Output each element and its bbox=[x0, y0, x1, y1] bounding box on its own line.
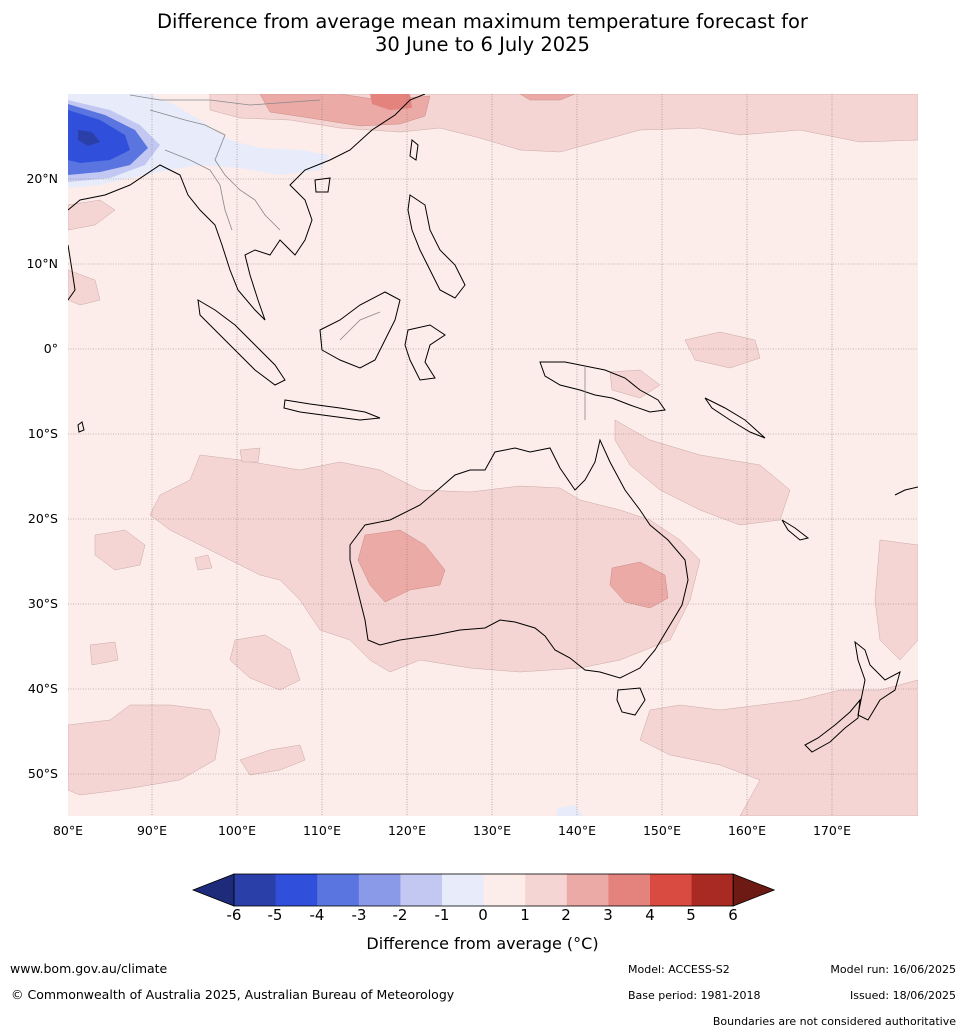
colorbar-tick: 6 bbox=[728, 906, 738, 924]
negative-anomaly-regions bbox=[68, 94, 583, 816]
lat-label: 10°N bbox=[26, 256, 58, 271]
base-period: Base period: 1981-2018 bbox=[628, 989, 761, 1002]
lat-label: 50°S bbox=[27, 766, 58, 781]
colorbar-tick: -4 bbox=[309, 906, 325, 924]
lat-label: 30°S bbox=[27, 596, 58, 611]
colorbar-extend-high bbox=[732, 873, 776, 907]
colorbar-segment bbox=[317, 874, 360, 906]
lon-label: 160°E bbox=[727, 823, 766, 838]
map-gridlines bbox=[68, 94, 918, 816]
new-caledonia-coast bbox=[781, 519, 810, 541]
lon-label: 140°E bbox=[557, 823, 596, 838]
lat-label: 20°N bbox=[26, 171, 58, 186]
model-run-date: Model run: 16/06/2025 bbox=[830, 963, 956, 976]
solomon-islands-coast bbox=[704, 397, 766, 439]
colorbar-tick: -2 bbox=[392, 906, 408, 924]
colorbar-segment bbox=[566, 874, 609, 906]
lon-label: 150°E bbox=[642, 823, 681, 838]
title-line-2: 30 June to 6 July 2025 bbox=[375, 33, 590, 56]
australia-coast bbox=[349, 438, 689, 679]
new-zealand-north-coast bbox=[854, 640, 901, 721]
mainland-asia-coast bbox=[68, 94, 426, 321]
java-coast bbox=[283, 399, 381, 421]
lat-label: 40°S bbox=[27, 681, 58, 696]
new-guinea-coast bbox=[539, 361, 666, 413]
model-name: Model: ACCESS-S2 bbox=[628, 963, 730, 976]
colorbar-extend-low bbox=[191, 873, 235, 907]
colorbar-segment bbox=[691, 874, 734, 906]
philippines-coast bbox=[407, 194, 466, 299]
colorbar-tick: -5 bbox=[267, 906, 283, 924]
taiwan-coast bbox=[409, 139, 419, 161]
colorbar-segment bbox=[400, 874, 443, 906]
colorbar-segment bbox=[650, 874, 693, 906]
colorbar-tick: -1 bbox=[434, 906, 450, 924]
colorbar-segment bbox=[483, 874, 526, 906]
colorbar-tick: 4 bbox=[645, 906, 655, 924]
colorbar-segment bbox=[358, 874, 401, 906]
sri-lanka-coast bbox=[77, 421, 85, 433]
national-borders bbox=[129, 94, 586, 420]
fiji-coast bbox=[894, 486, 918, 496]
colorbar-tick: -3 bbox=[351, 906, 367, 924]
india-coast bbox=[68, 244, 76, 301]
hainan-coast bbox=[314, 177, 331, 193]
colorbar-tick: 0 bbox=[478, 906, 488, 924]
colorbar-segment bbox=[442, 874, 485, 906]
lon-label: 80°E bbox=[52, 823, 84, 838]
colorbar-segment bbox=[234, 874, 277, 906]
lon-label: 130°E bbox=[472, 823, 511, 838]
lon-label: 120°E bbox=[387, 823, 426, 838]
colorbar-tick: 3 bbox=[603, 906, 613, 924]
map-title: Difference from average mean maximum tem… bbox=[0, 10, 965, 56]
colorbar-tick: 5 bbox=[686, 906, 696, 924]
lat-label: 0° bbox=[43, 341, 58, 356]
boundaries-disclaimer: Boundaries are not considered authoritat… bbox=[712, 1015, 956, 1028]
borneo-coast bbox=[319, 291, 401, 369]
sumatra-coast bbox=[197, 299, 286, 386]
website-link[interactable]: www.bom.gov.au/climate bbox=[10, 961, 168, 976]
lat-label: 10°S bbox=[27, 426, 58, 441]
colorbar-segment bbox=[275, 874, 318, 906]
tasmania-coast bbox=[616, 687, 646, 716]
colorbar-segment bbox=[525, 874, 568, 906]
new-zealand-south-coast bbox=[804, 698, 861, 753]
issued-date: Issued: 18/06/2025 bbox=[849, 989, 956, 1002]
lat-label: 20°S bbox=[27, 511, 58, 526]
lon-label: 170°E bbox=[812, 823, 851, 838]
coastlines bbox=[68, 94, 918, 753]
colorbar-tick: -6 bbox=[226, 906, 242, 924]
colorbar-tick: 1 bbox=[520, 906, 530, 924]
copyright-text: © Commonwealth of Australia 2025, Austra… bbox=[11, 987, 455, 1002]
lon-label: 90°E bbox=[136, 823, 168, 838]
colorbar-tick: 2 bbox=[561, 906, 571, 924]
title-line-1: Difference from average mean maximum tem… bbox=[157, 10, 808, 33]
colorbar-label: Difference from average (°C) bbox=[366, 934, 599, 953]
lon-label: 100°E bbox=[217, 823, 256, 838]
colorbar-segment bbox=[608, 874, 651, 906]
colorbar-frame bbox=[233, 873, 734, 907]
sulawesi-coast bbox=[404, 324, 446, 381]
lon-label: 110°E bbox=[302, 823, 341, 838]
anomaly-3-4-region bbox=[370, 94, 412, 110]
